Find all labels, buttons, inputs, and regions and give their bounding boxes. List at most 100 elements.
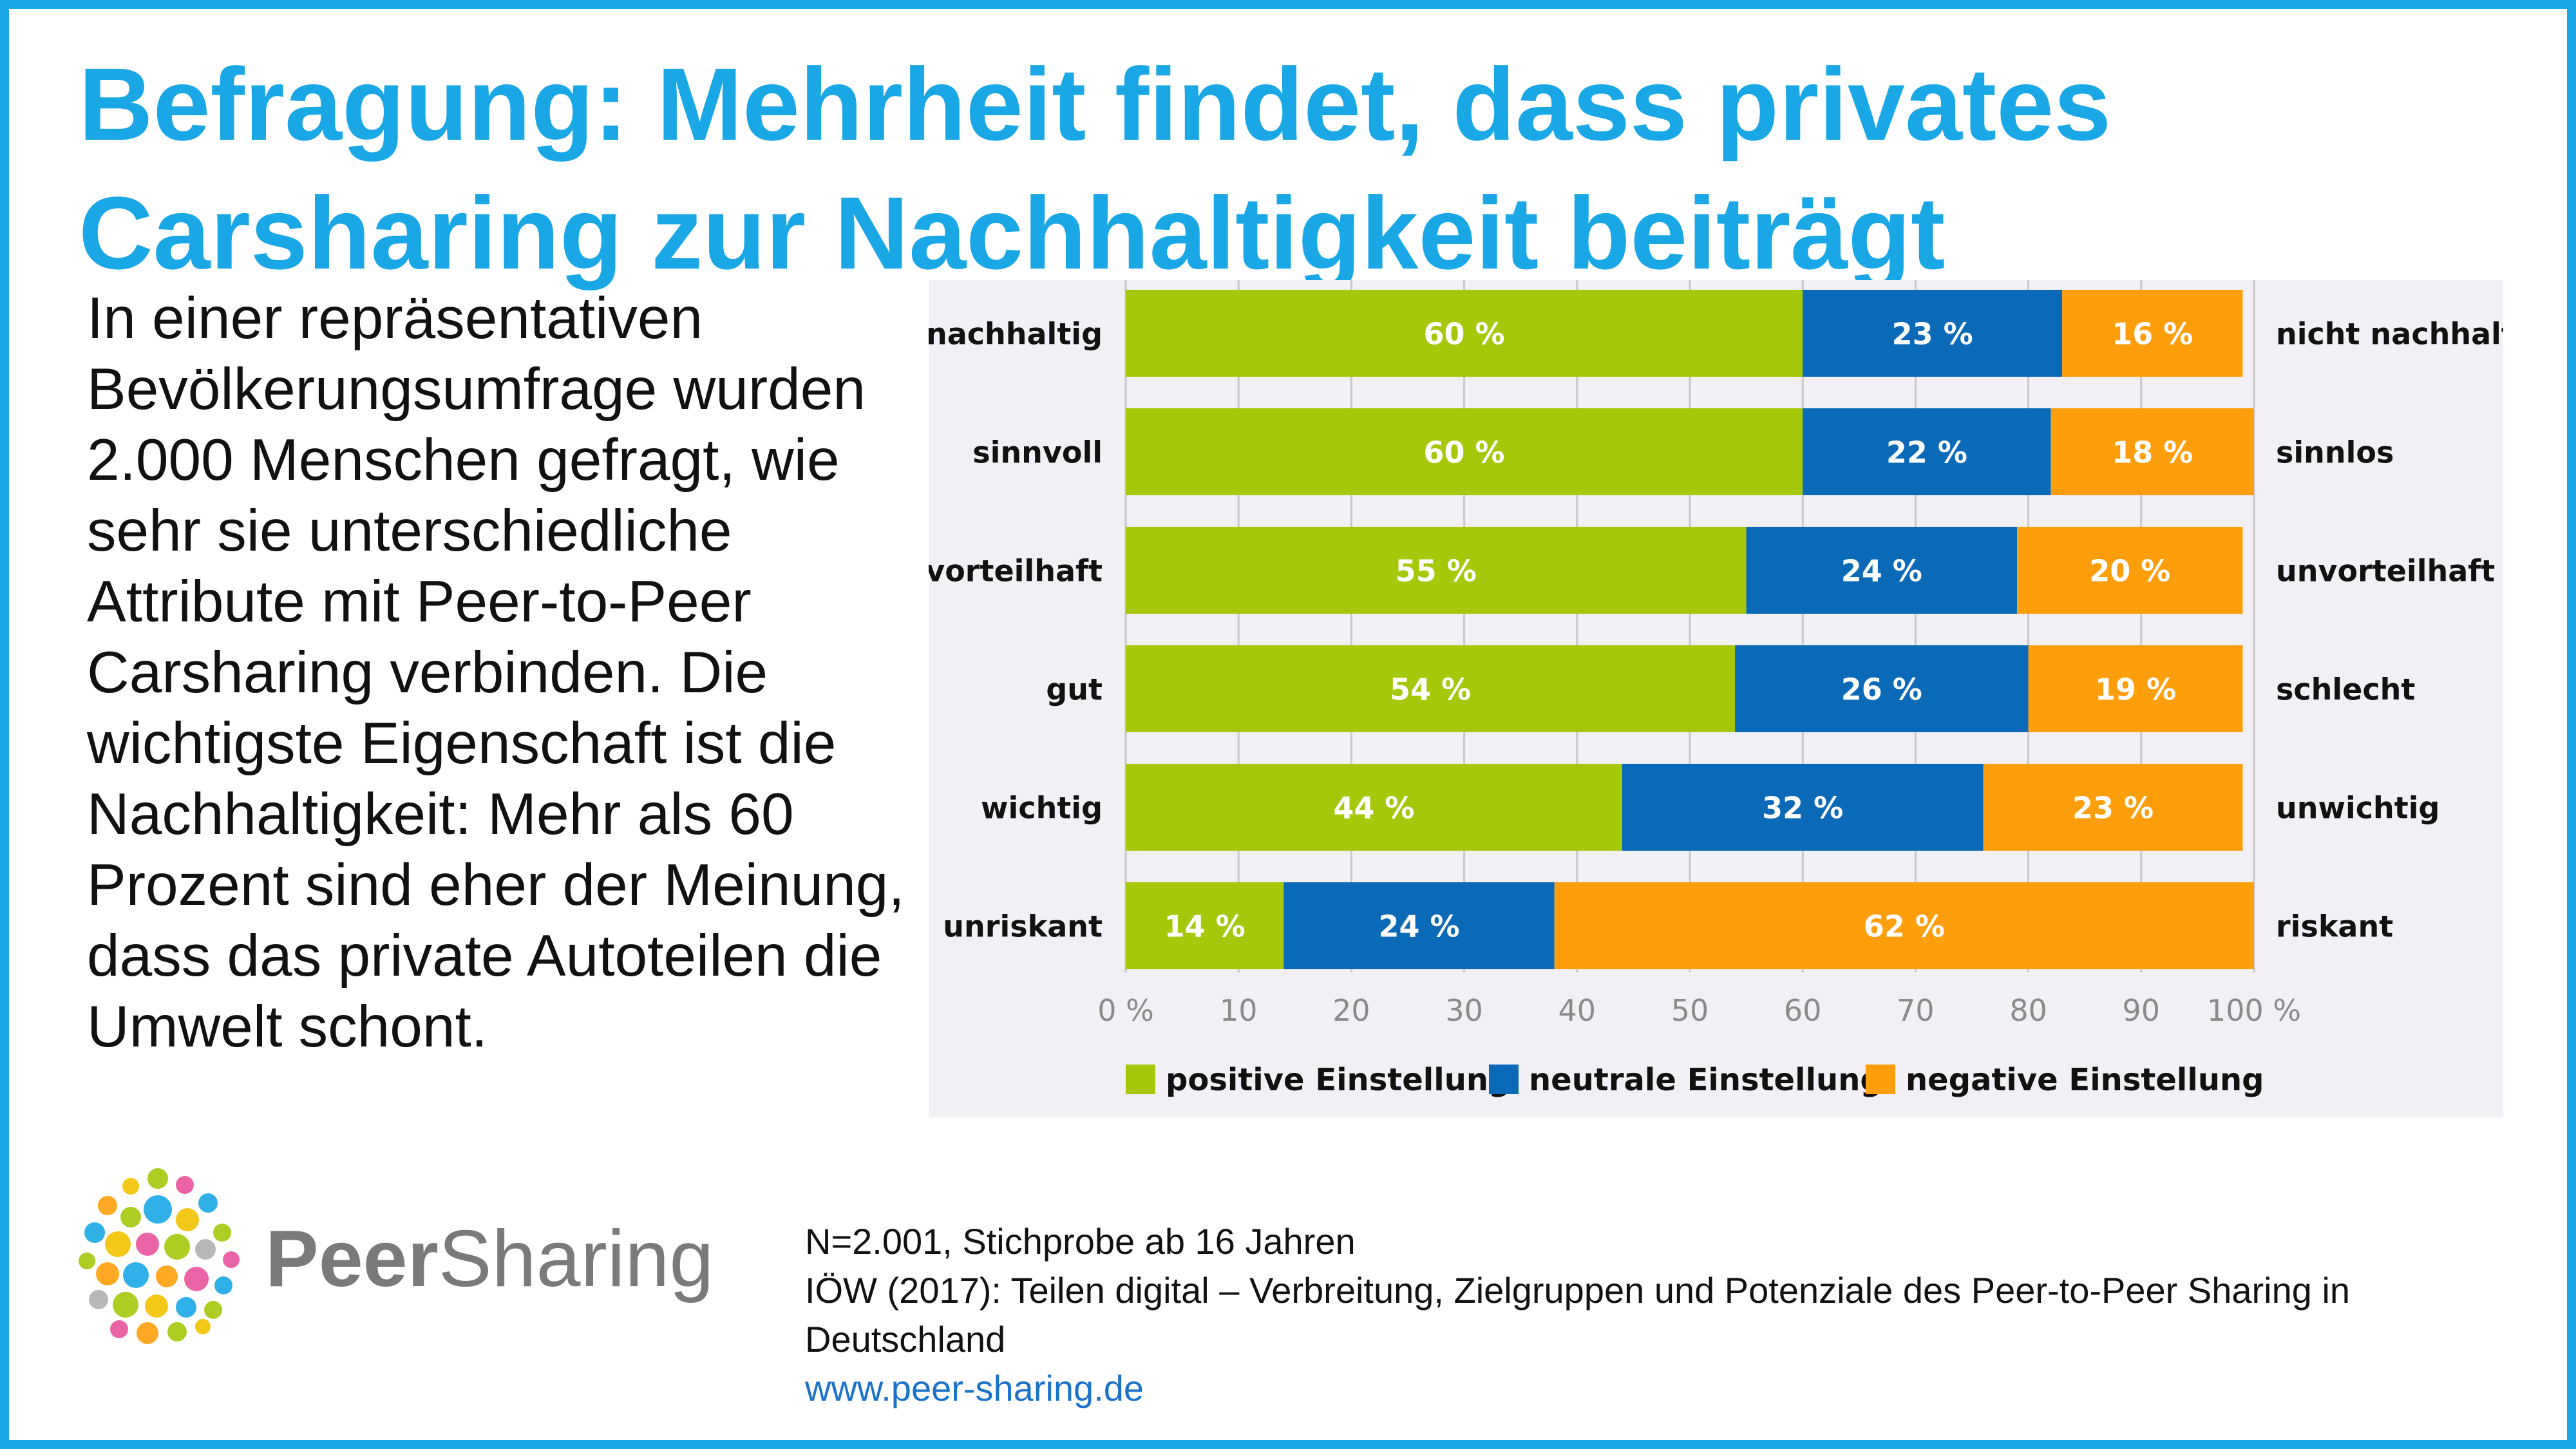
logo-dot [89, 1290, 108, 1309]
bar-segment-positive [1126, 290, 1803, 377]
category-label: vorteilhaft [929, 554, 1103, 589]
legend-swatch [1489, 1065, 1519, 1094]
logo-dot [136, 1233, 159, 1256]
bar-segment-positive [1126, 408, 1803, 495]
legend-label: neutrale Einstellung [1529, 1062, 1882, 1098]
bar-value-label: 55 % [1396, 554, 1477, 589]
logo-dot [79, 1253, 95, 1269]
bar-segment-neutral [1803, 408, 2051, 495]
logo-dot [176, 1208, 199, 1231]
bar-value-label: 19 % [2095, 672, 2176, 707]
opposite-label: schlecht [2276, 672, 2415, 707]
opposite-label: sinnlos [2276, 435, 2394, 470]
bar-segment-negative [2017, 527, 2243, 614]
logo-dot [98, 1196, 117, 1215]
x-tick-label: 20 [1332, 993, 1370, 1028]
logo-dot [156, 1265, 178, 1287]
logo-dot [137, 1322, 158, 1344]
bar-segment-negative [2028, 645, 2243, 732]
x-tick-label: 0 % [1097, 993, 1154, 1028]
x-tick-label: 10 [1220, 993, 1258, 1028]
category-label: sinnvoll [972, 435, 1103, 470]
logo-dot [145, 1294, 168, 1318]
category-label: wichtig [981, 791, 1103, 826]
bar-segment-neutral [1735, 645, 2029, 732]
legend-swatch [1126, 1065, 1155, 1094]
bar-value-label: 24 % [1841, 554, 1922, 589]
logo-dot [96, 1262, 119, 1285]
logo-dot [176, 1176, 194, 1194]
intro-text: In einer repräsentativen Bevölkerungsumf… [87, 286, 905, 1059]
bar-value-label: 54 % [1390, 672, 1471, 707]
slide-title: Befragung: Mehrheit findet, dass private… [79, 46, 2112, 290]
logo-dot [195, 1239, 216, 1260]
bar-segment-negative [1983, 764, 2243, 851]
legend-label: negative Einstellung [1906, 1062, 2264, 1098]
footer-notes: N=2.001, Stichprobe ab 16 Jahren IÖW (20… [805, 1217, 2544, 1413]
bar-value-label: 62 % [1864, 909, 1945, 944]
logo-dot [223, 1251, 240, 1268]
bar-value-label: 32 % [1762, 791, 1843, 826]
logo-dot [123, 1262, 149, 1288]
website-link[interactable]: www.peer-sharing.de [805, 1368, 1144, 1408]
x-tick-label: 60 [1784, 993, 1822, 1028]
category-label: nachhaltig [929, 317, 1103, 352]
legend-swatch [1866, 1065, 1895, 1094]
category-label: unriskant [943, 909, 1103, 944]
bar-value-label: 26 % [1841, 672, 1922, 707]
bar-segment-neutral [1622, 764, 1984, 851]
bar-value-label: 60 % [1424, 317, 1505, 352]
bar-segment-neutral [1746, 527, 2018, 614]
bar-value-label: 16 % [2112, 317, 2193, 352]
opposite-label: nicht nachhaltig [2276, 317, 2503, 352]
bar-value-label: 23 % [2072, 791, 2154, 826]
brand-part-peer: Peer [265, 1215, 439, 1303]
logo-dot [164, 1234, 190, 1260]
x-tick-label: 90 [2123, 993, 2161, 1028]
logo-dot [167, 1322, 187, 1341]
x-tick-label: 70 [1897, 993, 1935, 1028]
bar-segment-neutral [1803, 290, 2063, 377]
logo-dot [84, 1222, 105, 1243]
bar-segment-positive [1126, 527, 1747, 614]
peersharing-logo-dots-icon [79, 1168, 240, 1344]
bar-value-label: 23 % [1892, 317, 1973, 352]
brand-part-sharing: Sharing [438, 1215, 714, 1303]
bar-value-label: 44 % [1333, 791, 1414, 826]
source-note: IÖW (2017): Teilen digital – Verbreitung… [805, 1270, 2351, 1359]
logo-dot [198, 1193, 218, 1213]
logo-dot [214, 1276, 232, 1294]
bar-value-label: 60 % [1424, 435, 1505, 470]
bar-value-label: 18 % [2112, 435, 2193, 470]
logo-dot [213, 1224, 231, 1242]
bar-segment-negative [2062, 290, 2243, 377]
logo-dot [144, 1195, 172, 1224]
bar-segment-neutral [1283, 882, 1555, 969]
bar-value-label: 24 % [1378, 909, 1459, 944]
logo-dot [184, 1267, 209, 1291]
bar-value-label: 14 % [1164, 909, 1245, 944]
bar-value-label: 22 % [1886, 435, 1967, 470]
stacked-bar-chart: 60 % 23 % 16 % nachhaltig nicht nachhaltig 60… [929, 280, 2503, 1098]
x-tick-label: 40 [1558, 993, 1596, 1028]
bar-value-label: 20 % [2089, 554, 2170, 589]
logo-dot [147, 1168, 168, 1189]
sample-note: N=2.001, Stichprobe ab 16 Jahren [805, 1221, 1356, 1262]
bar-segment-positive [1126, 764, 1622, 851]
opposite-label: unvorteilhaft [2276, 554, 2495, 589]
legend-label: positive Einstellung [1166, 1062, 1510, 1098]
logo-dot [110, 1320, 128, 1338]
bar-segment-positive [1126, 645, 1736, 732]
logo-dot [105, 1231, 131, 1257]
logo-dot [120, 1207, 141, 1227]
logo-dot [176, 1297, 196, 1318]
x-tick-label: 30 [1445, 993, 1483, 1028]
peersharing-brand: PeerSharing [265, 1211, 714, 1307]
bar-segment-negative [1554, 882, 2254, 969]
bar-segment-negative [2050, 408, 2254, 495]
logo-dot [122, 1178, 139, 1195]
category-label: gut [1046, 672, 1103, 707]
logo-dot [113, 1292, 138, 1318]
logo-dot [195, 1319, 211, 1334]
